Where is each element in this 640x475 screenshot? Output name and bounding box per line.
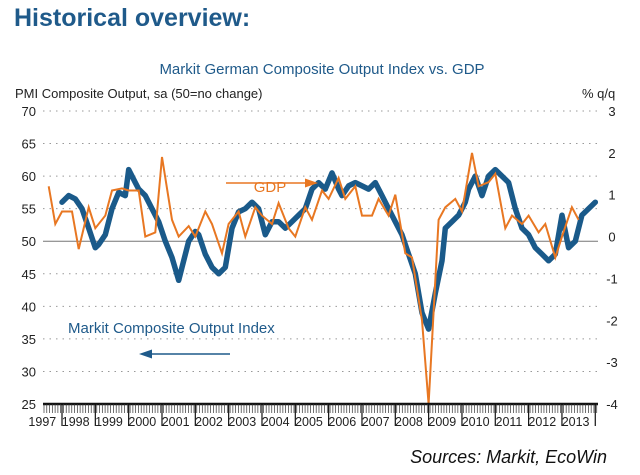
left-tick-label: 35: [22, 332, 36, 347]
left-tick-label: 45: [22, 267, 36, 282]
right-tick-label: -2: [606, 313, 618, 328]
chart-title: Markit German Composite Output Index vs.…: [159, 61, 484, 78]
x-tick-label: 2008: [395, 415, 423, 429]
x-tick-label: 2003: [228, 415, 256, 429]
x-tick-label: 1999: [95, 415, 123, 429]
x-tick-label: 2004: [262, 415, 290, 429]
left-tick-label: 25: [22, 397, 36, 412]
series-points-markit-composite: [61, 169, 596, 330]
annotation-pmi-label: Markit Composite Output Index: [68, 320, 275, 337]
x-tick-label: 2007: [362, 415, 390, 429]
page-heading: Historical overview:: [14, 4, 251, 32]
source-note: Sources: Markit, EcoWin: [410, 447, 607, 467]
left-tick-label: 55: [22, 202, 36, 217]
x-tick-label: 2010: [462, 415, 490, 429]
gridlines: [43, 110, 598, 372]
x-tick-label: 1998: [62, 415, 90, 429]
left-tick-label: 60: [22, 169, 36, 184]
left-tick-label: 30: [22, 364, 36, 379]
x-tick-label: 2001: [162, 415, 190, 429]
left-tick-label: 50: [22, 234, 36, 249]
right-tick-label: 1: [608, 188, 615, 203]
left-tick-label: 65: [22, 137, 36, 152]
x-tick-label: 1997: [28, 415, 56, 429]
annotation-gdp-label: GDP: [254, 179, 287, 196]
right-tick-label: -3: [606, 355, 618, 370]
left-axis-ticks: 70 65 60 55 50 45 40 35 30 25: [22, 104, 36, 412]
series-points-gdp: [48, 152, 579, 405]
x-tick-label: 2011: [496, 415, 523, 429]
right-axis-ticks: 3 2 1 0 -1 -2 -3 -4: [606, 104, 618, 412]
right-tick-label: -4: [606, 397, 618, 412]
arrow-right-icon: [226, 178, 318, 188]
right-axis-label: % q/q: [582, 86, 615, 101]
right-tick-label: 3: [608, 104, 615, 119]
x-tick-label: 2006: [328, 415, 356, 429]
arrow-left-icon: [139, 349, 230, 359]
left-tick-label: 70: [22, 104, 36, 119]
x-tick-label: 2000: [128, 415, 156, 429]
x-tick-label: 2009: [428, 415, 456, 429]
right-tick-label: 2: [608, 146, 615, 161]
x-tick-label: 2005: [295, 415, 323, 429]
series-line-markit-composite: [59, 166, 599, 332]
right-tick-label: -1: [606, 271, 618, 286]
left-axis-label: PMI Composite Output, sa (50=no change): [15, 86, 263, 101]
x-axis: 1997 1998 1999 2000 2001 2002 2003 2004 2005 2006…: [28, 402, 598, 429]
x-tick-label: 2002: [195, 415, 223, 429]
x-tick-label: 2013: [562, 415, 590, 429]
left-tick-label: 40: [22, 299, 36, 314]
x-tick-label: 2012: [528, 415, 556, 429]
right-tick-label: 0: [608, 230, 615, 245]
